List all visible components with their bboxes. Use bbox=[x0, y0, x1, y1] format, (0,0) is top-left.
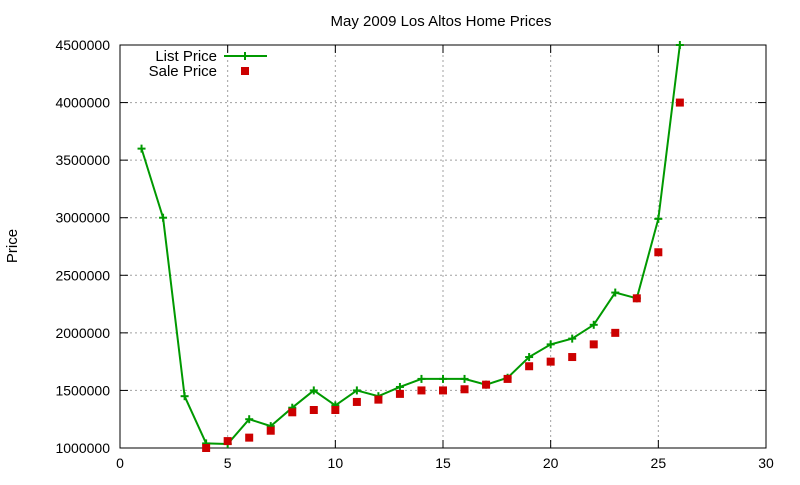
data-point-marker bbox=[460, 385, 469, 394]
legend-label-list-price: List Price bbox=[155, 48, 217, 65]
y-tick-label: 3500000 bbox=[55, 152, 110, 168]
x-tick-label: 15 bbox=[435, 455, 451, 471]
data-point-marker bbox=[589, 340, 598, 349]
data-point-marker bbox=[525, 353, 534, 362]
data-point-marker bbox=[417, 374, 426, 383]
data-point-marker bbox=[266, 426, 275, 435]
data-series bbox=[137, 41, 684, 452]
data-point-marker bbox=[223, 437, 232, 446]
series-list-price bbox=[137, 41, 684, 448]
data-point-marker bbox=[309, 386, 318, 395]
y-tick-label: 4500000 bbox=[55, 37, 110, 53]
y-tick-label: 4000000 bbox=[55, 95, 110, 111]
legend-marker-sale-price bbox=[241, 67, 249, 75]
data-point-marker bbox=[460, 374, 469, 383]
data-point-marker bbox=[546, 340, 555, 349]
data-point-marker bbox=[288, 408, 297, 417]
x-tick-label: 0 bbox=[116, 455, 124, 471]
data-point-marker bbox=[137, 144, 146, 153]
y-axis-label: Price bbox=[4, 229, 21, 263]
data-point-marker bbox=[352, 397, 361, 406]
data-point-marker bbox=[439, 386, 447, 395]
x-tick-label: 30 bbox=[758, 455, 774, 471]
data-point-marker bbox=[374, 395, 383, 404]
y-tick-label: 2500000 bbox=[55, 267, 110, 283]
data-point-marker bbox=[546, 357, 555, 366]
x-tick-label: 5 bbox=[224, 455, 232, 471]
y-tick-label: 3000000 bbox=[55, 210, 110, 226]
legend-label-sale-price: Sale Price bbox=[149, 63, 217, 80]
data-point-marker bbox=[568, 353, 577, 362]
y-tick-label: 1000000 bbox=[55, 440, 110, 456]
data-point-marker bbox=[439, 374, 447, 383]
data-point-marker bbox=[245, 415, 254, 424]
data-point-marker bbox=[589, 320, 598, 329]
data-point-marker bbox=[503, 374, 512, 383]
x-tick-label: 25 bbox=[651, 455, 667, 471]
data-point-marker bbox=[331, 406, 340, 415]
y-tick-label: 1500000 bbox=[55, 382, 110, 398]
x-tick-label: 20 bbox=[543, 455, 559, 471]
data-point-marker bbox=[525, 362, 534, 371]
x-axis-ticks: 0 5 10 15 20 25 30 bbox=[116, 45, 774, 471]
legend: List Price Sale Price bbox=[149, 48, 267, 80]
data-point-marker bbox=[568, 334, 577, 343]
data-point-marker bbox=[611, 328, 620, 337]
y-tick-label: 2000000 bbox=[55, 325, 110, 341]
chart-title: May 2009 Los Altos Home Prices bbox=[331, 13, 552, 30]
data-point-marker bbox=[675, 41, 684, 49]
data-point-marker bbox=[180, 392, 189, 401]
data-point-marker bbox=[352, 386, 361, 395]
data-point-marker bbox=[675, 98, 684, 107]
data-point-marker bbox=[417, 386, 426, 395]
series-line bbox=[140, 45, 681, 445]
data-point-marker bbox=[159, 213, 168, 222]
series-sale-price bbox=[202, 98, 684, 452]
data-point-marker bbox=[245, 433, 254, 442]
data-point-marker bbox=[654, 214, 663, 223]
data-point-marker bbox=[395, 382, 404, 391]
data-point-marker bbox=[611, 288, 620, 297]
legend-marker-list-price bbox=[241, 52, 249, 60]
y-axis-ticks: 1000000 1500000 2000000 2500000 3000000 35000… bbox=[55, 37, 766, 456]
data-point-marker bbox=[482, 380, 491, 389]
data-point-marker bbox=[395, 389, 404, 398]
data-point-marker bbox=[309, 406, 318, 415]
data-point-marker bbox=[632, 294, 641, 303]
x-tick-label: 10 bbox=[328, 455, 344, 471]
data-point-marker bbox=[654, 248, 663, 257]
data-point-marker bbox=[202, 444, 211, 452]
